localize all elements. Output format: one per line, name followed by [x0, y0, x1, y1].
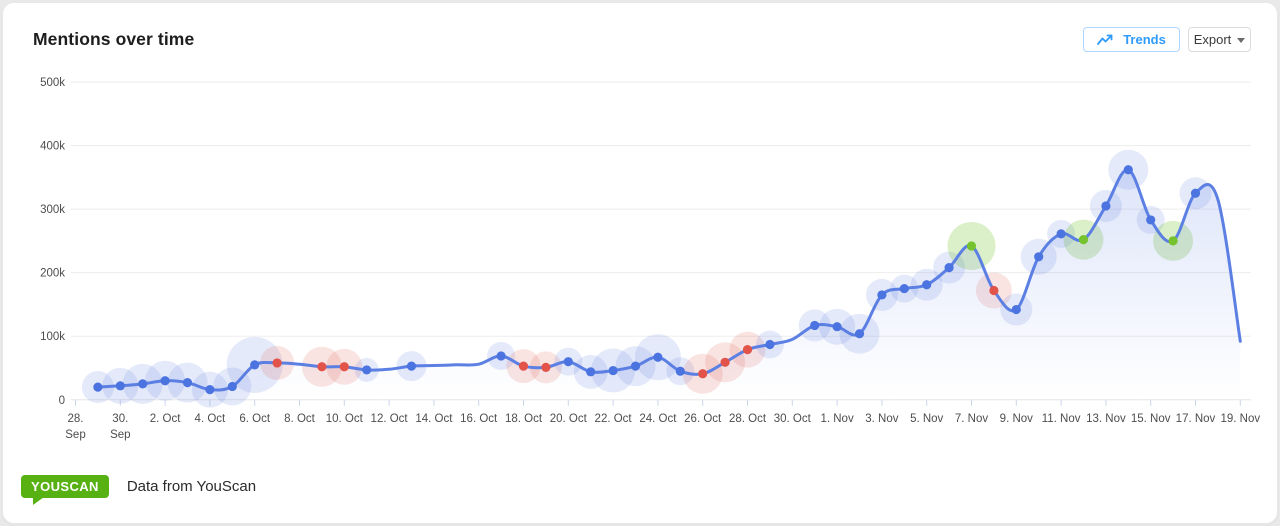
youscan-logo-text: YOUSCAN	[31, 479, 99, 494]
x-axis-label: 6. Oct	[239, 413, 270, 425]
mentions-chart[interactable]: 0 100k 200k 300k 400k 500k 28. Sep 30. Sep 2. Oct 4…	[3, 3, 1280, 465]
attribution-footer: YOUSCAN Data from YouScan	[21, 475, 257, 505]
y-axis-label: 400k	[40, 141, 65, 153]
data-point[interactable]: 12. Nov: 252,000	[1078, 235, 1089, 245]
y-axis-label: 200k	[40, 268, 65, 280]
data-point[interactable]: 23. Oct: 53,000	[630, 361, 641, 371]
data-point[interactable]: 19. Oct: 51,000	[541, 362, 551, 372]
data-point[interactable]: 28. Oct: 79,000	[742, 344, 753, 355]
data-point[interactable]: 30. Sep: 22,000	[115, 381, 125, 391]
data-point[interactable]: 6. Oct: 55,000	[250, 360, 260, 370]
data-point[interactable]: 6. Nov: 208,000	[944, 262, 954, 273]
data-point[interactable]: 16. Nov: 250,000	[1168, 236, 1178, 246]
y-axis-label: 100k	[40, 331, 65, 343]
x-axis-label: 30. Sep	[110, 413, 130, 441]
data-point[interactable]: 15. Nov: 283,000	[1146, 215, 1156, 225]
data-point[interactable]: 25. Oct: 45,000	[675, 366, 685, 376]
data-point[interactable]: 29. Sep: 20,000	[93, 382, 103, 392]
header-actions: Trends Export	[1083, 27, 1251, 52]
x-axis-label: 22. Oct	[595, 413, 633, 425]
data-point[interactable]: 8. Nov: 172,000	[989, 285, 999, 296]
trends-button-label: Trends	[1123, 32, 1166, 47]
attribution-text: Data from YouScan	[126, 478, 257, 495]
data-point[interactable]: 10. Oct: 52,000	[339, 362, 349, 372]
data-point[interactable]: 17. Oct: 69,000	[496, 351, 506, 361]
data-point[interactable]: 1. Nov: 115,000	[832, 322, 842, 332]
trends-button[interactable]: Trends	[1083, 27, 1180, 52]
x-axis-label: 2. Oct	[150, 413, 181, 425]
series-area	[97, 169, 1241, 400]
data-point[interactable]: 11. Nov: 261,000	[1056, 229, 1066, 239]
x-axis-label: 4. Oct	[195, 413, 226, 425]
x-axis-label: 30. Oct	[774, 413, 812, 425]
x-axis-label: 28. Oct	[729, 413, 767, 425]
data-point[interactable]: 2. Oct: 30,000	[160, 376, 170, 386]
x-axis-label: 17. Nov	[1176, 413, 1216, 425]
x-axis-label: 14. Oct	[415, 413, 453, 425]
x-axis-label: 10. Oct	[326, 413, 364, 425]
data-point[interactable]: 24. Oct: 67,000	[653, 352, 663, 362]
data-point[interactable]: 11. Oct: 47,000	[362, 365, 372, 375]
x-axis-label: 24. Oct	[639, 413, 677, 425]
trend-line-icon	[1097, 34, 1114, 46]
x-axis-label: 16. Oct	[460, 413, 498, 425]
data-point[interactable]: 5. Oct: 21,000	[227, 381, 237, 392]
data-point[interactable]: 9. Oct: 52,000	[317, 362, 327, 372]
data-point[interactable]: 27. Oct: 59,000	[720, 357, 730, 367]
x-axis-label: 5. Nov	[910, 413, 943, 425]
data-point[interactable]: 4. Nov: 175,000	[899, 283, 909, 294]
x-axis-label: 20. Oct	[550, 413, 588, 425]
data-point[interactable]: 1. Oct: 25,000	[138, 379, 148, 389]
data-point[interactable]: 20. Oct: 60,000	[563, 357, 573, 367]
x-axis-label: 26. Oct	[684, 413, 722, 425]
youscan-logo: YOUSCAN	[21, 475, 109, 505]
data-point[interactable]: 7. Oct: 58,000	[272, 358, 282, 368]
export-button[interactable]: Export	[1188, 27, 1251, 52]
x-axis-label: 12. Oct	[371, 413, 409, 425]
y-axis-label: 300k	[40, 204, 65, 216]
export-button-label: Export	[1193, 32, 1232, 47]
x-axis-label: 3. Nov	[865, 413, 898, 425]
data-point[interactable]: 7. Nov: 242,000	[966, 241, 977, 251]
data-point[interactable]: 22. Oct: 46,000	[608, 365, 618, 376]
data-point[interactable]: 26. Oct: 41,000	[698, 369, 708, 379]
x-axis-label: 9. Nov	[1000, 413, 1033, 425]
x-axis-label: 15. Nov	[1131, 413, 1171, 425]
data-point[interactable]: 29. Oct: 87,000	[765, 339, 775, 350]
data-point[interactable]: 31. Oct: 117,000	[810, 320, 820, 331]
x-axis-label: 28. Sep	[65, 413, 85, 441]
x-axis-label: 8. Oct	[284, 413, 315, 425]
x-axis-label: 13. Nov	[1086, 413, 1126, 425]
data-point[interactable]: 13. Nov: 305,000	[1101, 201, 1111, 211]
page-title: Mentions over time	[33, 29, 195, 49]
chart-area: 0 100k 200k 300k 400k 500k 28. Sep 30. Sep 2. Oct 4…	[3, 3, 1280, 465]
data-point[interactable]: 9. Nov: 142,000	[1011, 304, 1021, 315]
y-axis-label: 500k	[40, 77, 65, 89]
x-axis-label: 11. Nov	[1042, 413, 1081, 425]
data-point[interactable]: 21. Oct: 44,000	[586, 367, 596, 377]
data-point[interactable]: 4. Oct: 16,000	[205, 385, 215, 395]
data-point[interactable]: 17. Nov: 325,000	[1190, 188, 1201, 198]
data-point[interactable]: 5. Nov: 181,000	[922, 280, 932, 290]
chevron-down-icon	[1237, 37, 1246, 43]
x-axis-label: 7. Nov	[955, 413, 988, 425]
x-axis-label: 19. Nov	[1220, 413, 1260, 425]
data-point[interactable]: 2. Nov: 104,000	[854, 329, 865, 339]
x-axis-label: 1. Nov	[820, 413, 853, 425]
data-point[interactable]: 3. Oct: 27,000	[182, 378, 193, 388]
data-point[interactable]: 14. Nov: 362,000	[1123, 165, 1133, 175]
data-point[interactable]: 18. Oct: 53,000	[518, 361, 529, 371]
y-axis-label: 0	[59, 395, 65, 407]
data-point[interactable]: 10. Nov: 225,000	[1034, 252, 1044, 262]
data-point[interactable]: 3. Nov: 165,000	[877, 290, 887, 300]
x-axis-label: 18. Oct	[505, 413, 543, 425]
data-point[interactable]: 13. Oct: 53,000	[406, 361, 417, 371]
